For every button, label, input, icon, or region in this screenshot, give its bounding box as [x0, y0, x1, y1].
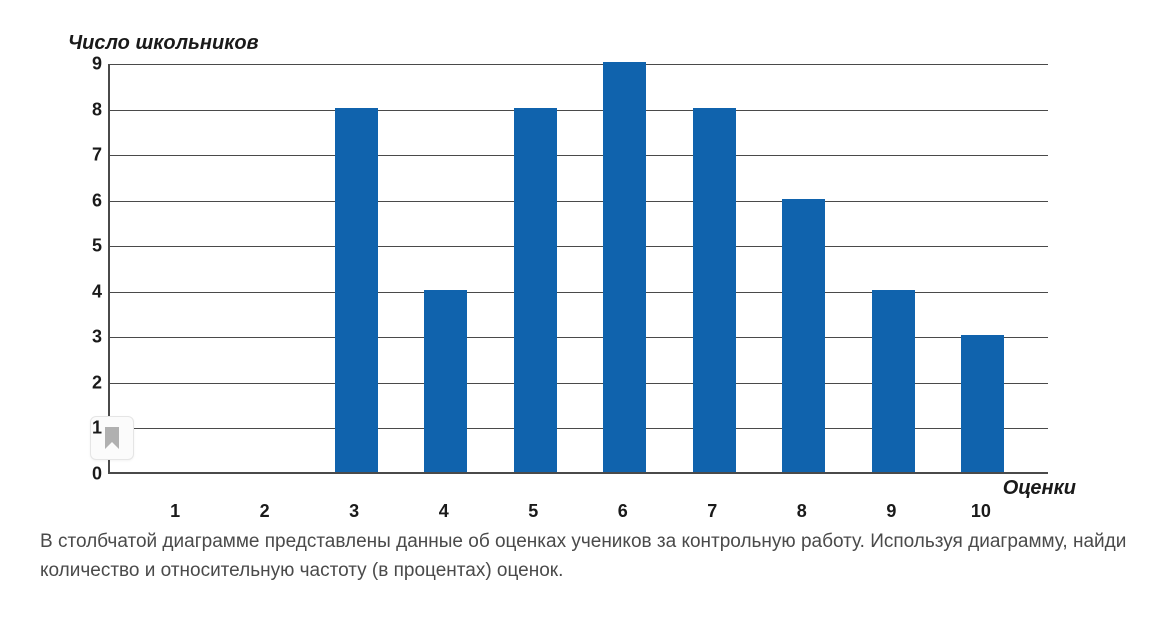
- y-tick-label: 5: [72, 236, 102, 257]
- y-tick-label: 0: [72, 464, 102, 485]
- page-root: Число школьников Оценки 0 1 2 3 4 5 6 7 8 9 1 2 3 4 5 6…: [0, 0, 1172, 619]
- x-tick-label: 2: [260, 501, 270, 522]
- grid-line: [110, 246, 1048, 247]
- bar: [782, 199, 825, 472]
- problem-description: В столбчатой диаграмме представлены данн…: [40, 528, 1132, 585]
- bar-chart: Число школьников Оценки 0 1 2 3 4 5 6 7 8 9 1 2 3 4 5 6…: [40, 30, 1080, 520]
- bar: [424, 290, 467, 472]
- x-axis-title: Оценки: [1003, 477, 1076, 500]
- grid-line: [110, 155, 1048, 156]
- y-tick-label: 1: [72, 418, 102, 439]
- y-tick-label: 3: [72, 327, 102, 348]
- bookmark-icon: [104, 427, 120, 449]
- bar: [603, 62, 646, 472]
- y-tick-label: 9: [72, 54, 102, 75]
- y-tick-label: 8: [72, 99, 102, 120]
- plot-area: [108, 64, 1048, 474]
- x-tick-label: 7: [707, 501, 717, 522]
- y-tick-label: 7: [72, 145, 102, 166]
- x-tick-label: 6: [618, 501, 628, 522]
- grid-line: [110, 64, 1048, 65]
- x-tick-label: 10: [971, 501, 991, 522]
- x-tick-label: 5: [528, 501, 538, 522]
- grid-line: [110, 110, 1048, 111]
- y-tick-label: 4: [72, 281, 102, 302]
- bar: [335, 108, 378, 472]
- x-tick-label: 4: [439, 501, 449, 522]
- y-tick-label: 2: [72, 372, 102, 393]
- x-tick-label: 3: [349, 501, 359, 522]
- x-tick-label: 8: [797, 501, 807, 522]
- grid-line: [110, 201, 1048, 202]
- y-tick-label: 6: [72, 190, 102, 211]
- bar: [693, 108, 736, 472]
- bar: [514, 108, 557, 472]
- bar: [872, 290, 915, 472]
- x-tick-label: 1: [170, 501, 180, 522]
- y-axis-title: Число школьников: [68, 32, 259, 55]
- x-tick-label: 9: [886, 501, 896, 522]
- bar: [961, 335, 1004, 472]
